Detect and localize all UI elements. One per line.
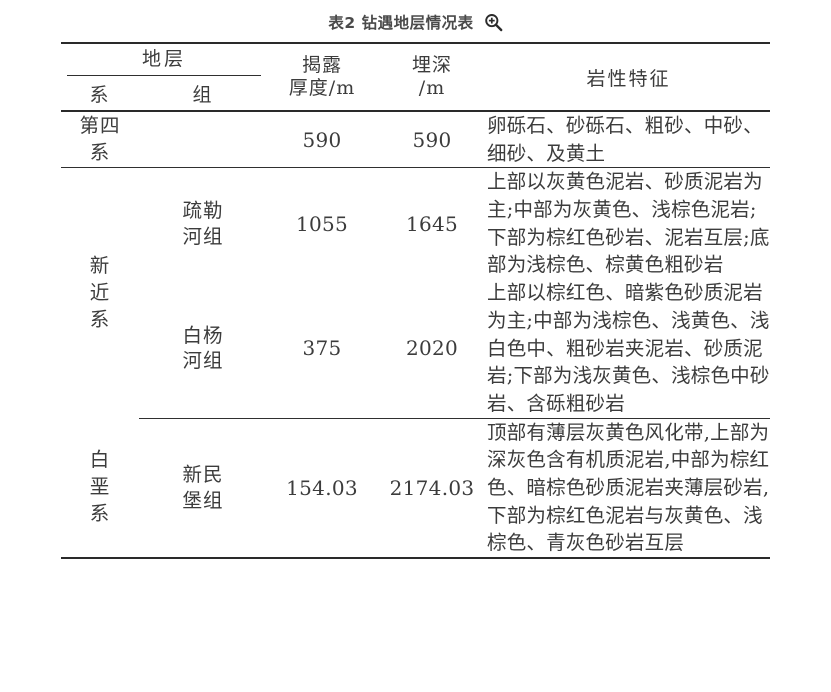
- header-exposed-thickness: 揭露 厚度/m: [267, 42, 378, 111]
- cell-thickness: 590: [267, 110, 378, 169]
- header-lithology: 岩性特征: [487, 42, 771, 111]
- cell-thickness: 1055: [295, 211, 349, 236]
- table-row: 白杨 河组 375 2020 上部以棕红色、暗紫色砂质泥岩为主;中部为浅棕色、浅…: [61, 279, 771, 419]
- cell-lithology: 上部以灰黄色泥岩、砂质泥岩为主;中部为灰黄色、浅棕色泥岩;下部为棕红色砂岩、泥岩…: [487, 170, 770, 277]
- cell-system: 新 近 系: [89, 253, 111, 331]
- cell-thickness: 375: [267, 279, 378, 419]
- table-row: 白 垩 系 新民 堡组 154.03 2174.03 顶部有薄层灰黄色风化带,上…: [61, 418, 771, 559]
- table-caption-text: 表2 钻遇地层情况表: [328, 14, 474, 32]
- cell-depth: 1645: [405, 211, 459, 236]
- cell-lithology: 顶部有薄层灰黄色风化带,上部为深灰色含有机质泥岩,中部为棕红色、暗棕色砂质泥岩夹…: [487, 418, 771, 559]
- cell-depth: 2174.03: [377, 418, 488, 559]
- cell-system: 第四 系: [61, 110, 139, 169]
- cell-formation: 疏勒 河组: [182, 199, 224, 248]
- header-stratum-group: 地层: [61, 42, 268, 76]
- header-system: 系: [89, 83, 111, 106]
- header-row-subcolumns: 系 组: [61, 76, 770, 111]
- cell-lithology: 卵砾石、砂砾石、粗砂、中砂、细砂、及黄土: [487, 110, 771, 169]
- table-row: 第四 系 590 590 卵砾石、砂砾石、粗砂、中砂、细砂、及黄土: [61, 110, 771, 169]
- cell-formation: [139, 110, 268, 169]
- cell-thickness: 154.03: [267, 418, 378, 559]
- header-burial-depth: 埋深 /m: [377, 42, 488, 111]
- cell-formation: 白杨 河组: [139, 279, 268, 419]
- cell-lithology: 上部以棕红色、暗紫色砂质泥岩为主;中部为浅棕色、浅黄色、浅白色中、粗砂岩夹泥岩、…: [487, 279, 771, 419]
- table-row: 新 近 系 疏勒 河组 1055 1645 上部以灰黄色泥岩、砂质泥岩为主;中部…: [61, 168, 770, 330]
- strata-table: 地层 揭露 厚度/m 埋深 /m 岩性特征: [61, 42, 771, 559]
- cell-depth: 2020: [377, 279, 488, 419]
- header-row-group: 地层 揭露 厚度/m 埋深 /m 岩性特征: [61, 42, 771, 111]
- cell-formation: 新民 堡组: [139, 418, 268, 559]
- cell-system: 白 垩 系: [61, 418, 139, 559]
- table-caption: 表2 钻遇地层情况表: [0, 0, 831, 36]
- cell-depth: 590: [377, 110, 488, 169]
- header-formation: 组: [192, 83, 214, 106]
- table-body: 第四 系 590 590 卵砾石、砂砾石、粗砂、中砂、细砂、及黄土 新 近: [61, 110, 771, 559]
- strata-table-container: 地层 揭露 厚度/m 埋深 /m 岩性特征: [61, 42, 771, 559]
- magnifier-zoom-in-icon[interactable]: [484, 13, 503, 32]
- table-header: 地层 揭露 厚度/m 埋深 /m 岩性特征: [61, 42, 771, 111]
